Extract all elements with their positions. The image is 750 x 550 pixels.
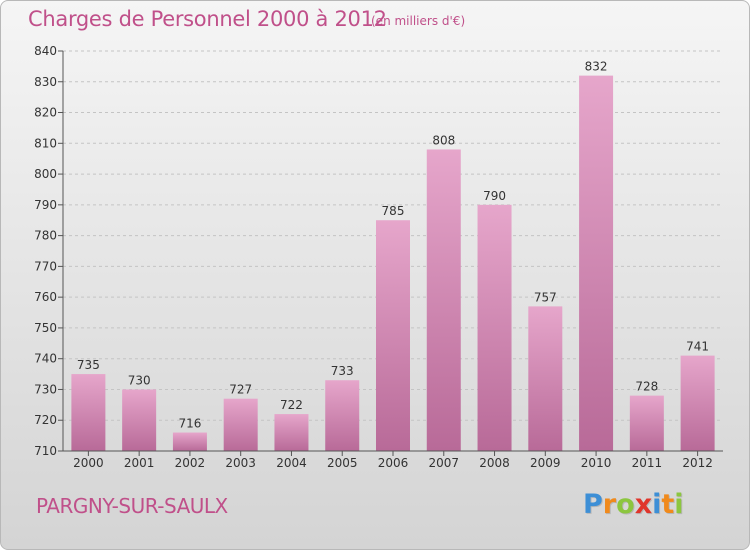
bar-2012 [680, 355, 715, 451]
y-tick-label: 730 [34, 382, 57, 396]
y-tick-label: 720 [34, 413, 57, 427]
x-tick-label: 2011 [632, 456, 663, 470]
data-label: 730 [128, 373, 151, 387]
y-tick-label: 750 [34, 321, 57, 335]
data-label: 790 [483, 189, 506, 203]
y-tick-label: 800 [34, 167, 57, 181]
logo-letter: o [616, 489, 635, 520]
x-tick-label: 2003 [225, 456, 256, 470]
data-label: 733 [331, 364, 354, 378]
y-tick-label: 770 [34, 259, 57, 273]
commune-name: PARGNY-SUR-SAULX [36, 494, 228, 518]
logo-letter: i [652, 489, 662, 520]
x-tick-label: 2012 [682, 456, 713, 470]
bar-2005 [325, 380, 360, 451]
data-label: 716 [178, 417, 201, 431]
x-tick-label: 2000 [73, 456, 104, 470]
chart-subtitle: (en milliers d'€) [371, 14, 466, 28]
y-tick-label: 710 [34, 444, 57, 458]
data-label: 722 [280, 398, 303, 412]
x-tick-label: 2006 [378, 456, 409, 470]
x-tick-label: 2005 [327, 456, 358, 470]
x-tick-label: 2010 [581, 456, 612, 470]
x-tick-label: 2008 [479, 456, 510, 470]
data-label: 785 [382, 204, 405, 218]
data-label: 727 [229, 383, 252, 397]
y-tick-label: 840 [34, 44, 57, 58]
bar-2003 [223, 398, 258, 451]
y-tick-label: 780 [34, 229, 57, 243]
bar-2010 [579, 75, 614, 451]
y-tick-label: 790 [34, 198, 57, 212]
data-label: 832 [585, 60, 608, 74]
bar-2001 [122, 389, 157, 451]
y-tick-label: 820 [34, 106, 57, 120]
data-label: 741 [686, 340, 709, 354]
logo-letter: x [634, 489, 653, 520]
axis-layer: 710 720 730 740 750 760 770 780 790 800 810 820 830 8… [34, 44, 723, 470]
x-tick-label: 2009 [530, 456, 561, 470]
x-tick-label: 2001 [124, 456, 155, 470]
chart-title: Charges de Personnel 2000 à 2012 [28, 7, 387, 31]
bar-2002 [172, 432, 207, 451]
y-tick-label: 830 [34, 75, 57, 89]
data-label: 728 [635, 380, 658, 394]
y-tick-label: 740 [34, 352, 57, 366]
data-label: 735 [77, 358, 100, 372]
data-label: 808 [432, 133, 455, 147]
bar-2004 [274, 414, 309, 451]
logo-letter: r [602, 489, 617, 520]
x-tick-label: 2002 [175, 456, 206, 470]
proxiti-logo: Proxiti [583, 489, 684, 520]
logo-letter: P [583, 489, 603, 520]
data-label: 757 [534, 290, 557, 304]
logo-letter: i [674, 489, 684, 520]
bar-2000 [71, 374, 106, 451]
x-tick-label: 2007 [428, 456, 459, 470]
y-tick-label: 760 [34, 290, 57, 304]
x-tick-label: 2004 [276, 456, 307, 470]
y-tick-label: 810 [34, 136, 57, 150]
bar-2011 [629, 395, 664, 451]
bar-2006 [376, 220, 410, 451]
bar-2009 [528, 306, 563, 451]
bar-2007 [426, 149, 461, 451]
bar-2008 [477, 204, 512, 451]
logo-letter: t [661, 489, 675, 520]
bar-layer: 735 730 716 727 722 733 785 808 790 757 832 728 741 [71, 60, 715, 451]
